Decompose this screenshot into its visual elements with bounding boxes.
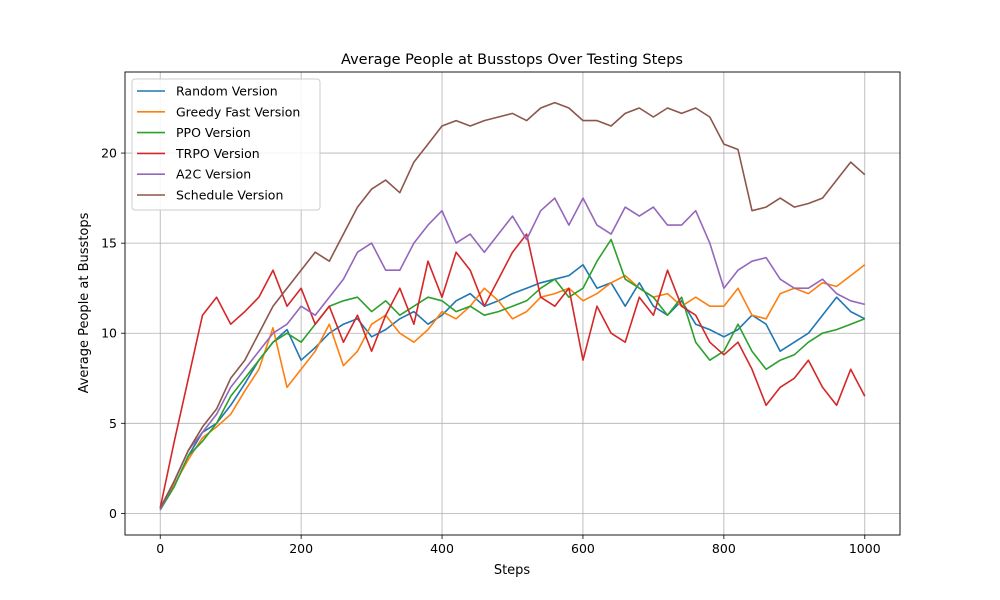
legend-label-ppo-version: PPO Version [176, 125, 251, 140]
x-tick-label: 400 [430, 541, 454, 556]
x-tick-label: 600 [571, 541, 595, 556]
legend-label-random-version: Random Version [176, 84, 278, 99]
x-axis-label: Steps [494, 563, 531, 578]
legend-label-schedule-version: Schedule Version [176, 188, 283, 203]
x-tick-label: 1000 [849, 541, 881, 556]
y-tick-label: 15 [101, 236, 117, 251]
legend-label-trpo-version: TRPO Version [175, 146, 260, 161]
chart-title: Average People at Busstops Over Testing … [341, 52, 683, 68]
legend-label-a2c-version: A2C Version [176, 167, 251, 182]
y-tick-label: 20 [101, 146, 117, 161]
x-tick-label: 800 [712, 541, 736, 556]
legend-label-greedy-fast-version: Greedy Fast Version [176, 104, 300, 119]
x-tick-label: 0 [156, 541, 164, 556]
y-tick-label: 5 [109, 416, 117, 431]
legend: Random Version Greedy Fast Version PPO Ver… [132, 79, 320, 210]
x-tick-label: 200 [289, 541, 313, 556]
y-tick-label: 0 [109, 506, 117, 521]
y-axis-label: Average People at Busstops [77, 212, 92, 393]
y-tick-label: 10 [101, 326, 117, 341]
